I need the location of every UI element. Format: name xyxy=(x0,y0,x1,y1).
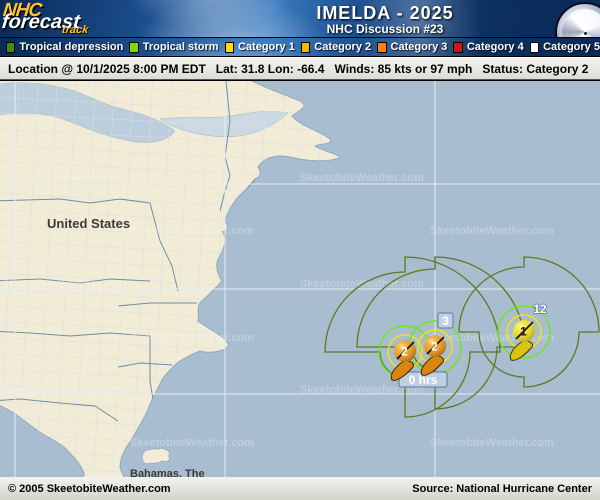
svg-text:1: 1 xyxy=(520,325,527,339)
svg-text:United States: United States xyxy=(47,216,130,231)
svg-text:SkeetobiteWeather.com: SkeetobiteWeather.com xyxy=(130,437,254,449)
svg-text:SkeetobiteWeather.com: SkeetobiteWeather.com xyxy=(430,225,554,237)
svg-text:SkeetobiteWeather.com: SkeetobiteWeather.com xyxy=(2,172,126,184)
svg-text:3: 3 xyxy=(442,314,449,328)
svg-text:SkeetobiteWeather.com: SkeetobiteWeather.com xyxy=(430,437,554,449)
svg-text:12: 12 xyxy=(533,302,547,316)
svg-text:SkeetobiteWeather.com: SkeetobiteWeather.com xyxy=(130,225,254,237)
svg-text:2: 2 xyxy=(431,340,438,354)
svg-text:SkeetobiteWeather.com: SkeetobiteWeather.com xyxy=(300,172,424,184)
svg-text:2: 2 xyxy=(401,345,408,359)
svg-text:SkeetobiteWeather.com: SkeetobiteWeather.com xyxy=(2,278,126,290)
svg-text:SkeetobiteWeather.com: SkeetobiteWeather.com xyxy=(2,384,126,396)
svg-text:SkeetobiteWeather.com: SkeetobiteWeather.com xyxy=(130,332,254,344)
